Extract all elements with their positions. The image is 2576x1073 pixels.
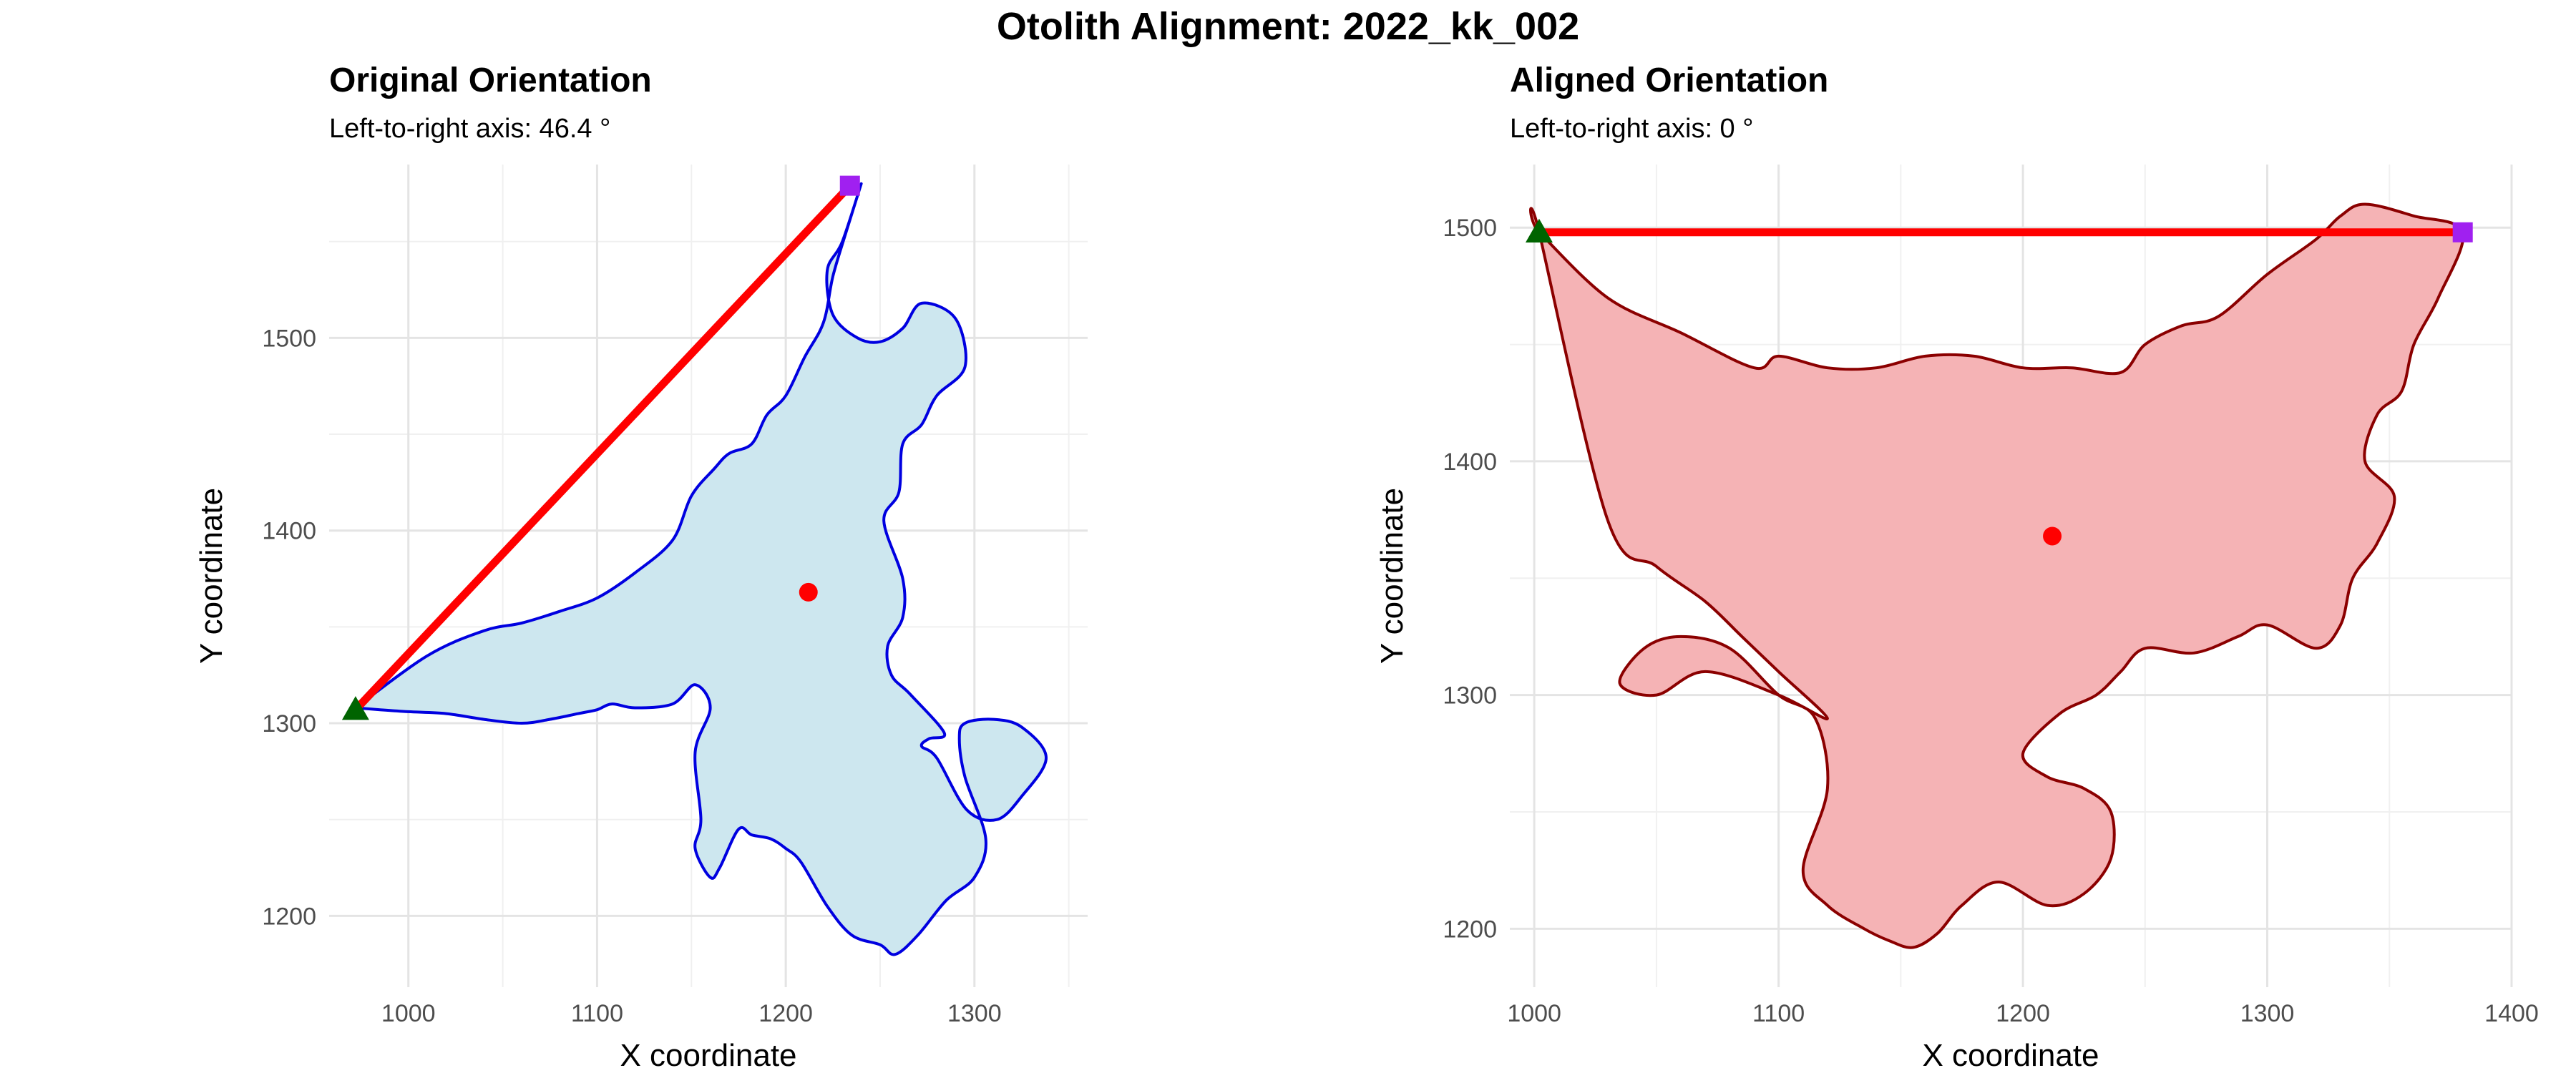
x-tick-label: 1000 [381,1000,436,1027]
y-tick-label: 1400 [1443,449,1497,476]
x-axis-label: X coordinate [620,1038,796,1073]
aligned-orientation-plot: Aligned Orientation Left-to-right axis: … [1375,62,2539,1073]
x-tick-label: 1400 [2484,1000,2539,1027]
x-tick-label: 1200 [1996,1000,2050,1027]
y-tick-label: 1400 [262,518,316,545]
y-tick-label: 1300 [262,710,316,738]
centroid-point [2043,526,2062,546]
y-tick-label: 1200 [1443,916,1497,943]
left-point-marker [341,696,369,720]
otolith-outline [1529,202,2465,949]
x-tick-label: 1000 [1507,1000,1561,1027]
left-right-axis-line [352,182,853,712]
original-orientation-plot: Original Orientation Left-to-right axis:… [194,62,1088,1073]
panel-subtitle: Left-to-right axis: 46.4 ° [329,114,610,144]
x-tick-label: 1300 [2240,1000,2295,1027]
y-axis-label: Y coordinate [1375,488,1410,664]
data-layer [1525,202,2473,949]
tick-labels: 1000 1100 1200 1300 1400 1200 1300 1400 1500 [1443,215,2538,1027]
panel-title: Aligned Orientation [1510,62,1828,99]
x-tick-label: 1100 [571,1000,623,1027]
y-axis-label: Y coordinate [194,488,229,664]
tick-labels: 1000 1100 1200 1300 1200 1300 1400 1500 [262,325,1001,1027]
panel-subtitle: Left-to-right axis: 0 ° [1510,114,1753,144]
y-tick-label: 1300 [1443,682,1497,710]
centroid-point [799,582,818,602]
x-tick-label: 1200 [758,1000,813,1027]
panel-title: Original Orientation [329,62,652,99]
figure-title: Otolith Alignment: 2022_kk_002 [996,5,1580,48]
right-point-marker [839,175,860,196]
data-layer [341,175,1048,956]
x-axis-label: X coordinate [1922,1038,2099,1073]
y-tick-label: 1200 [262,903,316,930]
x-tick-label: 1300 [947,1000,1002,1027]
y-tick-label: 1500 [1443,215,1497,242]
y-tick-label: 1500 [262,325,316,352]
right-point-marker [2452,222,2473,242]
x-tick-label: 1100 [1752,1000,1805,1027]
otolith-outline [348,182,1048,956]
left-point-marker [1525,218,1553,242]
